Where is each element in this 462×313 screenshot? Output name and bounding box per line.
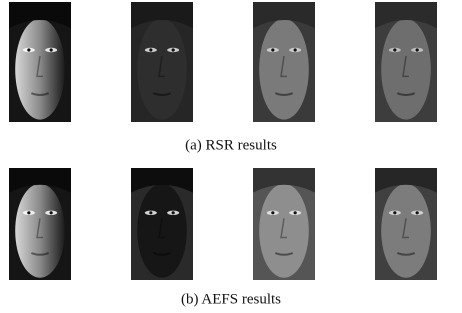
face-image — [253, 168, 315, 280]
figure: (a) RSR results (b) AEFS results — [0, 0, 462, 313]
caption: (b) AEFS results — [181, 291, 281, 307]
pupil — [271, 48, 274, 51]
pupil — [393, 48, 396, 51]
pupil — [294, 211, 297, 214]
face — [137, 19, 187, 120]
pupil — [271, 211, 274, 214]
face — [259, 184, 309, 278]
face — [381, 19, 431, 120]
face — [15, 19, 65, 120]
pupil — [294, 48, 297, 51]
pupil — [416, 211, 419, 214]
face — [259, 19, 309, 120]
face-image — [253, 2, 315, 122]
pupil — [149, 211, 152, 214]
face-image — [9, 2, 71, 122]
face-image — [131, 2, 193, 122]
pupil — [27, 48, 30, 51]
face — [137, 184, 187, 278]
caption: (a) RSR results — [185, 137, 277, 153]
face-image — [9, 168, 71, 280]
face-image — [375, 168, 437, 280]
pupil — [50, 211, 53, 214]
pupil — [172, 48, 175, 51]
pupil — [50, 48, 53, 51]
face — [15, 184, 65, 278]
pupil — [27, 211, 30, 214]
pupil — [393, 211, 396, 214]
pupil — [172, 211, 175, 214]
pupil — [416, 48, 419, 51]
face-image — [375, 2, 437, 122]
page: (a) RSR results (b) AEFS results (() => … — [0, 0, 462, 313]
pupil — [149, 48, 152, 51]
face — [381, 184, 431, 278]
face-image — [131, 168, 193, 280]
